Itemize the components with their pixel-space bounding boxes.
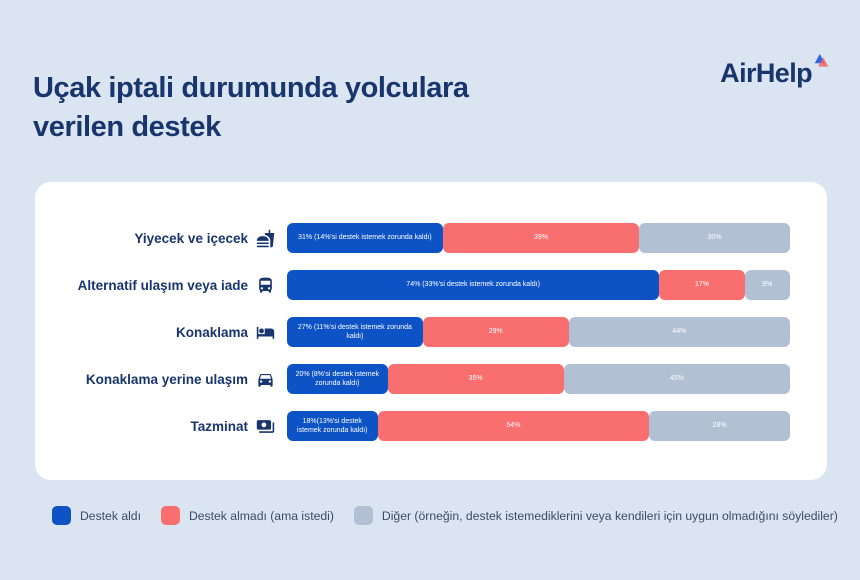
chart-card: Yiyecek ve içecek 31% (14%'si destek iste…: [35, 182, 827, 480]
chart-row: Konaklama yerine ulaşım 20% (8%'si destek…: [35, 364, 790, 394]
bar-segment: 35%: [387, 364, 564, 394]
bar-segment: 18%(13%'si destek istemek zorunda kaldı): [287, 411, 378, 441]
chart-rows: Yiyecek ve içecek 31% (14%'si destek iste…: [35, 223, 790, 441]
category-label: Alternatif ulaşım veya iade: [77, 277, 248, 293]
bed-icon: [256, 323, 275, 342]
bus-icon: [256, 276, 275, 295]
legend-swatch: [353, 506, 373, 525]
category-label-wrap: Alternatif ulaşım veya iade: [35, 276, 287, 295]
bar-segment: 54%: [377, 411, 650, 441]
bar-segment: 28%: [649, 411, 790, 441]
category-label-wrap: Yiyecek ve içecek: [35, 229, 287, 248]
airhelp-logo: AirHelp: [720, 53, 830, 89]
legend-label: Destek aldı: [80, 508, 141, 523]
legend-label: Diğer (örneğin, destek istemediklerini v…: [381, 508, 838, 523]
legend-swatch: [160, 506, 180, 525]
legend-label: Destek almadı (ama istedi): [188, 508, 334, 523]
stacked-bar: 18%(13%'si destek istemek zorunda kaldı)…: [287, 411, 790, 441]
chart-row: Yiyecek ve içecek 31% (14%'si destek iste…: [35, 223, 790, 253]
legend-item: Destek almadı (ama istedi): [160, 506, 334, 525]
category-label: Yiyecek ve içecek: [134, 230, 248, 246]
bar-segment: 29%: [422, 317, 569, 347]
airhelp-triangle-icon: [813, 53, 830, 70]
category-label-wrap: Tazminat: [35, 417, 287, 436]
bar-segment: 45%: [563, 364, 790, 394]
bar-segment: 31% (14%'si destek istemek zorunda kaldı…: [287, 223, 443, 253]
bar-segment: 44%: [568, 317, 790, 347]
legend-item: Diğer (örneğin, destek istemediklerini v…: [353, 506, 838, 525]
page-title: Uçak iptali durumunda yolculara verilen …: [33, 72, 469, 143]
chart-row: Alternatif ulaşım veya iade 74% (33%'si d…: [35, 270, 790, 300]
legend-item: Destek aldı: [52, 506, 141, 525]
chart-row: Konaklama 27% (11%'si destek istemek zoru…: [35, 317, 790, 347]
stacked-bar: 20% (8%'si destek istemek zorunda kaldı)…: [287, 364, 790, 394]
category-label-wrap: Konaklama: [35, 323, 287, 342]
legend-swatch: [52, 506, 71, 525]
bar-segment: 39%: [442, 223, 640, 253]
stacked-bar: 27% (11%'si destek istemek zorunda kaldı…: [287, 317, 790, 347]
airhelp-logo-text: AirHelp: [720, 58, 812, 88]
category-label: Konaklama yerine ulaşım: [85, 371, 248, 387]
bar-segment: 30%: [639, 223, 790, 253]
bar-segment: 74% (33%'si destek istemek zorunda kaldı…: [287, 270, 660, 300]
category-label: Tazminat: [190, 418, 248, 434]
bar-segment: 9%: [744, 270, 790, 300]
car-icon: [256, 370, 275, 389]
category-label: Konaklama: [175, 324, 248, 340]
category-label-wrap: Konaklama yerine ulaşım: [35, 370, 287, 389]
chart-row: Tazminat 18%(13%'si destek istemek zorund…: [35, 411, 790, 441]
stacked-bar: 31% (14%'si destek istemek zorunda kaldı…: [287, 223, 790, 253]
bar-segment: 20% (8%'si destek istemek zorunda kaldı): [287, 364, 388, 394]
stacked-bar: 74% (33%'si destek istemek zorunda kaldı…: [287, 270, 790, 300]
bar-segment: 27% (11%'si destek istemek zorunda kaldı…: [287, 317, 423, 347]
bar-segment: 17%: [659, 270, 745, 300]
banknote-icon: [256, 417, 275, 436]
chart-legend: Destek aldı Destek almadı (ama istedi) Diğ…: [52, 506, 850, 525]
food-drink-icon: [256, 229, 275, 248]
